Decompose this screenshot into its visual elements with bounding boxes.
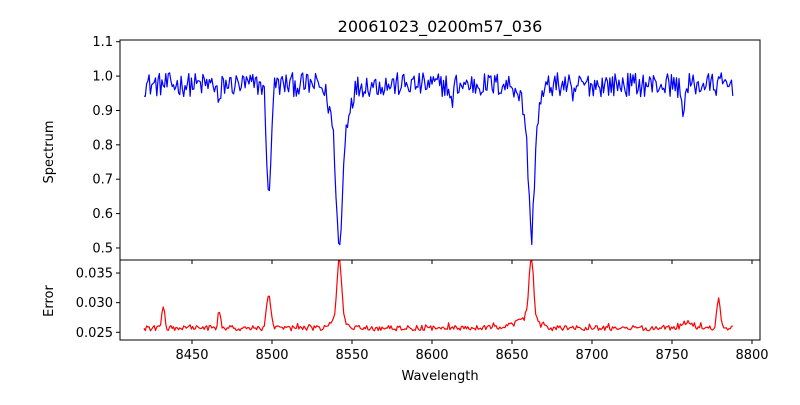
error-panel-ytick-label: 0.030 — [76, 296, 113, 311]
xtick-label: 8500 — [255, 348, 288, 363]
spectrum-panel-ytick-label: 0.5 — [92, 241, 113, 256]
spectrum-panel-series-line — [143, 72, 734, 246]
error-panel: 0.025 0.030 0.035 8450 8500 8550 8600 8650 8700 8… — [76, 259, 769, 363]
spectrum-panel-ytick-label: 0.8 — [92, 138, 113, 153]
error-panel-ytick-label: 0.035 — [76, 267, 113, 282]
error-panel-ytick-label: 0.025 — [76, 326, 113, 341]
xtick-label: 8550 — [335, 348, 368, 363]
spectrum-panel-ytick-label: 0.7 — [92, 173, 113, 188]
y-axis-title-spectrum: Spectrum — [42, 121, 57, 184]
chart-title: 20061023_0200m57_036 — [338, 17, 543, 37]
xtick-label: 8700 — [575, 348, 608, 363]
spectrum-panel-ytick-label: 0.9 — [92, 104, 113, 119]
spectrum-panel-ytick-label: 0.6 — [92, 207, 113, 222]
error-panel-frame — [119, 259, 761, 341]
spectrum-panel-frame — [119, 39, 761, 261]
spectrum-panel-ytick-label: 1.1 — [92, 35, 113, 50]
xtick-label: 8450 — [175, 348, 208, 363]
spectrum-panel: 0.5 0.6 0.7 0.8 0.9 1.0 1.1 — [92, 35, 761, 264]
x-axis-title: Wavelength — [401, 369, 478, 384]
error-panel-series-line — [143, 260, 733, 332]
y-axis-title-error: Error — [42, 285, 57, 317]
xtick-label: 8600 — [415, 348, 448, 363]
xtick-label: 8800 — [735, 348, 768, 363]
xtick-label: 8650 — [495, 348, 528, 363]
spectrum-panel-ytick-label: 1.0 — [92, 70, 113, 85]
xtick-label: 8750 — [655, 348, 688, 363]
